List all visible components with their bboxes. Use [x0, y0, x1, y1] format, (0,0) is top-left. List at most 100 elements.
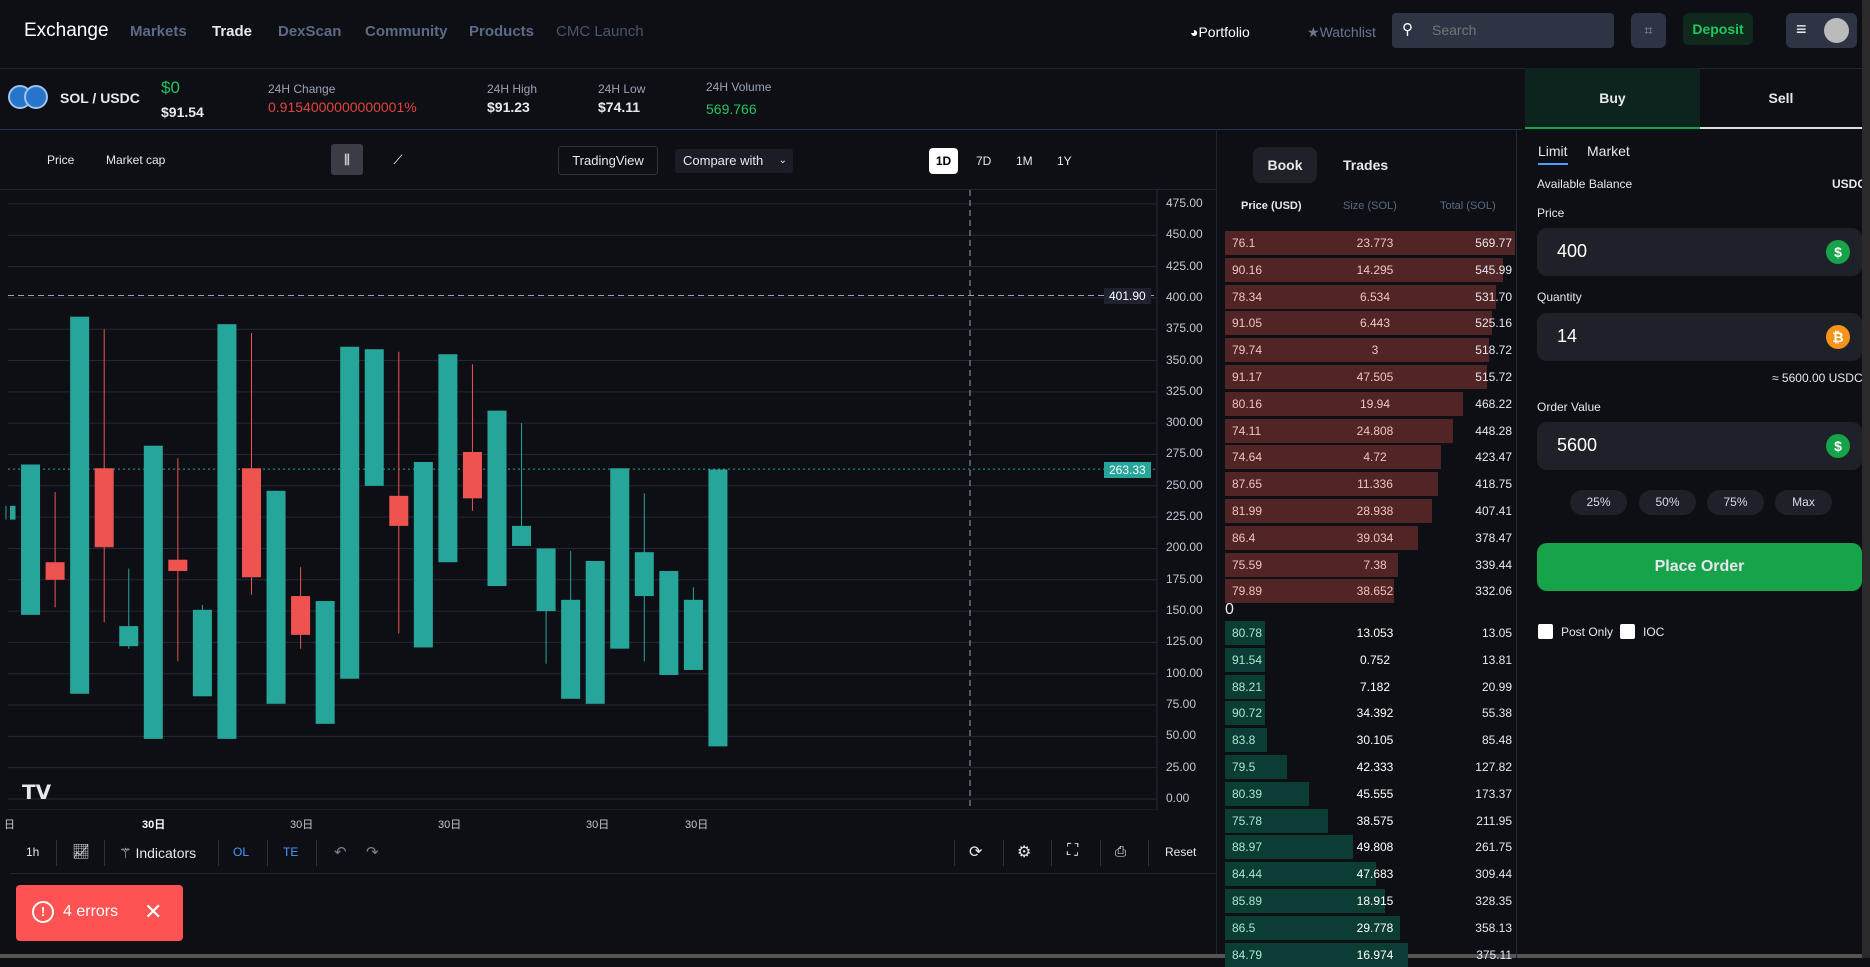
range-1m[interactable]: 1M: [1016, 154, 1033, 168]
ask-row[interactable]: 79.74 3 518.72: [1225, 338, 1515, 363]
ask-row[interactable]: 79.89 38.652 332.06: [1225, 579, 1515, 604]
tab-market[interactable]: Market: [1587, 143, 1630, 159]
quantity-input[interactable]: [1557, 326, 1777, 347]
line-type-button[interactable]: ⟋: [382, 144, 414, 175]
watchlist-link[interactable]: ★Watchlist: [1307, 24, 1376, 41]
brand-logo[interactable]: Exchange: [24, 20, 109, 41]
bid-row[interactable]: 85.89 18.915 328.35: [1225, 889, 1515, 913]
row-price: 80.39: [1232, 786, 1263, 801]
redo-button[interactable]: ↷: [366, 843, 379, 861]
bid-row[interactable]: 91.54 0.752 13.81: [1225, 647, 1515, 672]
tab-limit[interactable]: Limit: [1538, 143, 1568, 165]
bid-row[interactable]: 80.78 13.053 13.05: [1225, 621, 1515, 645]
x-axis-label: 日: [4, 819, 15, 831]
range-7d[interactable]: 7D: [976, 154, 992, 168]
refresh-button[interactable]: ⟳: [969, 842, 982, 862]
pct-25-button[interactable]: 25%: [1570, 490, 1627, 515]
close-icon[interactable]: ✕: [144, 899, 163, 924]
vertical-scrollbar[interactable]: [1862, 0, 1870, 958]
camera-icon: ⎙: [1115, 843, 1127, 859]
nav-community[interactable]: Community: [365, 23, 448, 40]
tab-book[interactable]: Book: [1253, 147, 1317, 183]
portfolio-link[interactable]: ◕Portfolio: [1190, 24, 1250, 40]
ask-row[interactable]: 80.16 19.94 468.22: [1225, 391, 1515, 416]
quantity-field[interactable]: ₿: [1537, 313, 1862, 361]
ask-row[interactable]: 91.17 47.505 515.72: [1225, 365, 1515, 389]
ask-row[interactable]: 78.34 6.534 531.70: [1225, 284, 1515, 309]
te-button[interactable]: TE: [283, 845, 299, 859]
post-only-checkbox[interactable]: [1538, 624, 1553, 639]
order-value-input[interactable]: [1557, 435, 1777, 456]
deposit-button[interactable]: Deposit: [1683, 13, 1753, 45]
refresh-icon: ⟳: [969, 844, 983, 861]
place-order-button[interactable]: Place Order: [1537, 543, 1862, 591]
star-icon: ★: [1307, 24, 1320, 40]
ioc-checkbox[interactable]: [1620, 624, 1635, 639]
tradingview-button[interactable]: TradingView: [558, 146, 658, 175]
compare-with-select[interactable]: Compare with ⌄: [675, 149, 793, 173]
pair-name[interactable]: SOL / USDC: [60, 90, 140, 106]
tab-sell[interactable]: Sell: [1700, 68, 1862, 129]
nav-products[interactable]: Products: [469, 23, 535, 40]
ask-row[interactable]: 90.16 14.295 545.99: [1225, 257, 1515, 282]
indicators-button[interactable]: ⚚ Indicators: [119, 845, 196, 862]
bid-row[interactable]: 88.21 7.182 20.99: [1225, 674, 1515, 699]
nav-cmc-launch[interactable]: CMC Launch: [556, 23, 644, 40]
row-size: 7.182: [1359, 679, 1391, 694]
price-chart[interactable]: [0, 190, 1216, 810]
pct-50-button[interactable]: 50%: [1639, 490, 1696, 515]
error-toast[interactable]: ! 4 errors ✕: [16, 885, 183, 941]
ask-row[interactable]: 91.05 6.443 525.16: [1225, 311, 1515, 336]
order-value-field[interactable]: $: [1537, 422, 1862, 470]
pct-max-button[interactable]: Max: [1775, 490, 1832, 515]
bid-row[interactable]: 75.78 38.575 211.95: [1225, 808, 1515, 833]
search-input[interactable]: [1432, 22, 1602, 38]
ask-row[interactable]: 75.59 7.38 339.44: [1225, 552, 1515, 577]
nav-dexscan[interactable]: DexScan: [278, 23, 342, 40]
horizontal-scrollbar[interactable]: [0, 954, 1862, 958]
nav-markets[interactable]: Markets: [130, 23, 187, 40]
price-field[interactable]: $: [1537, 228, 1862, 276]
chart-style-button[interactable]: 📈︎: [72, 843, 90, 860]
ask-row[interactable]: 74.11 24.808 448.28: [1225, 418, 1515, 443]
range-1y[interactable]: 1Y: [1057, 154, 1072, 168]
nav-trade[interactable]: Trade: [212, 23, 253, 40]
bid-row[interactable]: 83.8 30.105 85.48: [1225, 728, 1515, 753]
search-box[interactable]: ⚲: [1392, 13, 1614, 48]
undo-button[interactable]: ↶: [334, 843, 347, 861]
bid-row[interactable]: 90.72 34.392 55.38: [1225, 701, 1515, 726]
bid-row[interactable]: 80.39 45.555 173.37: [1225, 781, 1515, 806]
reset-button[interactable]: Reset: [1165, 845, 1197, 859]
compare-label: Compare with: [683, 153, 764, 168]
candle-up: [70, 316, 90, 694]
account-menu-button[interactable]: ≡: [1786, 13, 1857, 48]
ask-row[interactable]: 81.99 28.938 407.41: [1225, 499, 1515, 523]
range-1d[interactable]: 1D: [929, 148, 958, 174]
ask-row[interactable]: 74.64 4.72 423.47: [1225, 445, 1515, 470]
price-tab[interactable]: Price: [47, 153, 75, 167]
tab-buy[interactable]: Buy: [1525, 68, 1700, 129]
ask-row[interactable]: 86.4 39.034 378.47: [1225, 525, 1515, 550]
bid-row[interactable]: 79.5 42.333 127.82: [1225, 755, 1515, 779]
screenshot-button[interactable]: ⎙: [1115, 843, 1126, 860]
tab-trades[interactable]: Trades: [1343, 157, 1389, 173]
volume-value: 569.766: [706, 101, 757, 117]
bid-row[interactable]: 84.44 47.683 309.44: [1225, 862, 1515, 887]
ask-row[interactable]: 87.65 11.336 418.75: [1225, 472, 1515, 497]
candlestick-type-button[interactable]: ⫼: [331, 144, 363, 175]
ask-row[interactable]: 76.1 23.773 569.77: [1225, 231, 1515, 255]
settings-button[interactable]: ⚙: [1017, 842, 1031, 862]
qr-scan-button[interactable]: ⌗: [1631, 13, 1666, 48]
row-price: 86.4: [1232, 530, 1256, 545]
interval-button[interactable]: 1h: [26, 845, 40, 859]
row-total: 448.28: [1475, 423, 1512, 438]
pct-75-button[interactable]: 75%: [1707, 490, 1764, 515]
bid-row[interactable]: 88.97 49.808 261.75: [1225, 835, 1515, 860]
bid-row[interactable]: 86.5 29.778 358.13: [1225, 915, 1515, 940]
price-usd: $91.54: [161, 104, 204, 120]
fullscreen-button[interactable]: ⛶: [1067, 842, 1078, 860]
bid-row[interactable]: 84.79 16.974 375.11: [1225, 942, 1515, 967]
ol-button[interactable]: OL: [233, 845, 250, 859]
price-input[interactable]: [1557, 241, 1777, 262]
market-cap-tab[interactable]: Market cap: [106, 153, 166, 167]
